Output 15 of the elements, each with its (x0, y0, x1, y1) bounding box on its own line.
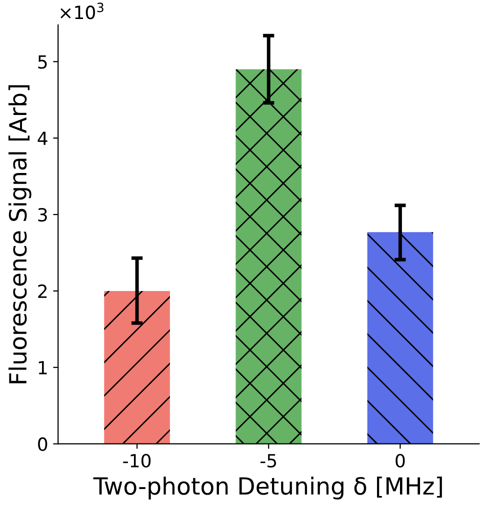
y-tick-label: 1 (38, 361, 47, 374)
bar (236, 69, 302, 444)
y-tick-label: 5 (38, 55, 47, 69)
x-tick-label: -5 (260, 454, 276, 468)
y-tick-label: 0 (38, 437, 48, 451)
x-axis-title: Two-photon Detuning δ [MHz] (93, 476, 442, 500)
y-axis-title: Fluorescence Signal [Arb] (8, 85, 32, 384)
y-tick-label: 2 (38, 284, 47, 298)
bar (104, 290, 170, 444)
text: ×10$^{3}$ (60, 2, 104, 20)
x-tick-label: 0 (396, 454, 405, 468)
y-tick-label: 3 (38, 208, 47, 222)
x-tick-label: -10 (123, 454, 151, 468)
y-tick-label: 4 (38, 132, 48, 145)
bar (367, 232, 434, 444)
